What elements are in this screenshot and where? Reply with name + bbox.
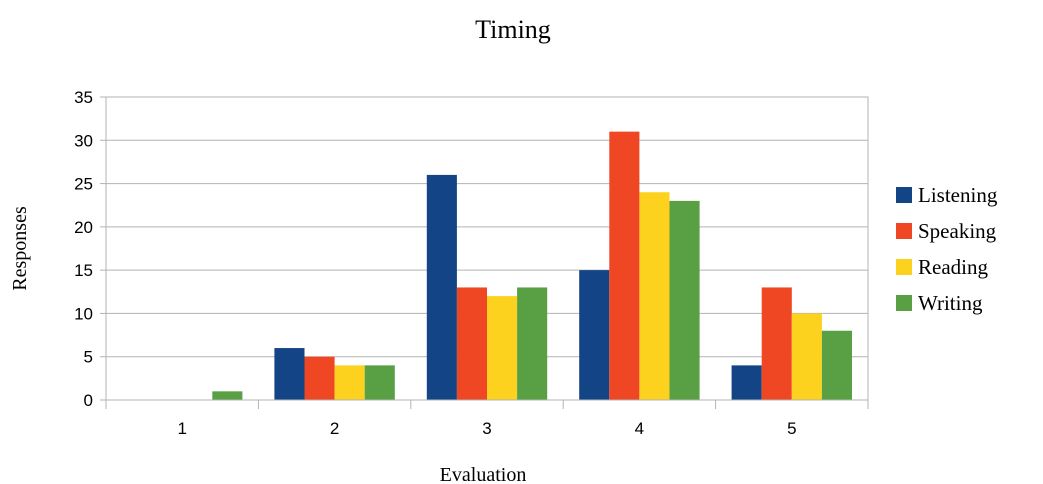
bar-reading-3 bbox=[487, 296, 518, 400]
bar-reading-4 bbox=[639, 192, 670, 400]
bar-writing-3 bbox=[517, 287, 548, 400]
x-tick-label: 5 bbox=[787, 419, 796, 438]
chart-title: Timing bbox=[475, 15, 551, 44]
legend-label-writing: Writing bbox=[918, 291, 983, 315]
bar-listening-3 bbox=[426, 174, 457, 400]
x-tick-label: 1 bbox=[177, 419, 186, 438]
legend-swatch-writing bbox=[896, 295, 912, 311]
y-tick-label: 25 bbox=[74, 175, 93, 194]
axes bbox=[100, 96, 869, 409]
bar-writing-5 bbox=[821, 330, 852, 400]
y-tick-label: 20 bbox=[74, 218, 93, 237]
bar-listening-4 bbox=[579, 270, 610, 400]
x-axis-label: Evaluation bbox=[440, 464, 527, 484]
bar-writing-2 bbox=[364, 365, 395, 400]
bar-speaking-5 bbox=[761, 287, 792, 400]
bar-listening-5 bbox=[731, 365, 762, 400]
y-tick-label: 15 bbox=[74, 261, 93, 280]
x-tick-label: 4 bbox=[635, 419, 644, 438]
bar-speaking-3 bbox=[456, 287, 487, 400]
legend-swatch-listening bbox=[896, 187, 912, 203]
legend-label-reading: Reading bbox=[918, 255, 988, 279]
y-axis-label: Responses bbox=[9, 206, 31, 291]
bar-writing-4 bbox=[669, 200, 700, 400]
y-tick-label: 0 bbox=[84, 391, 93, 410]
bar-reading-2 bbox=[334, 365, 365, 400]
legend-swatch-speaking bbox=[896, 223, 912, 239]
bar-listening-2 bbox=[274, 348, 305, 400]
y-tick-label: 10 bbox=[74, 304, 93, 323]
legend-label-listening: Listening bbox=[918, 183, 998, 207]
y-tick-label: 35 bbox=[74, 88, 93, 107]
x-tick-label: 2 bbox=[330, 419, 339, 438]
bars bbox=[212, 131, 852, 400]
bar-writing-1 bbox=[212, 391, 243, 400]
bar-reading-5 bbox=[791, 313, 822, 400]
x-tick-label: 3 bbox=[482, 419, 491, 438]
legend-label-speaking: Speaking bbox=[918, 219, 997, 243]
y-tick-label: 5 bbox=[84, 348, 93, 367]
legend: Listening Speaking Reading Writing bbox=[896, 183, 998, 315]
tick-labels: 0 5 10 15 20 25 30 35 1 2 3 4 5 bbox=[74, 88, 796, 438]
bar-speaking-2 bbox=[304, 356, 335, 400]
bar-speaking-4 bbox=[609, 131, 640, 400]
legend-swatch-reading bbox=[896, 259, 912, 275]
y-tick-label: 30 bbox=[74, 131, 93, 150]
